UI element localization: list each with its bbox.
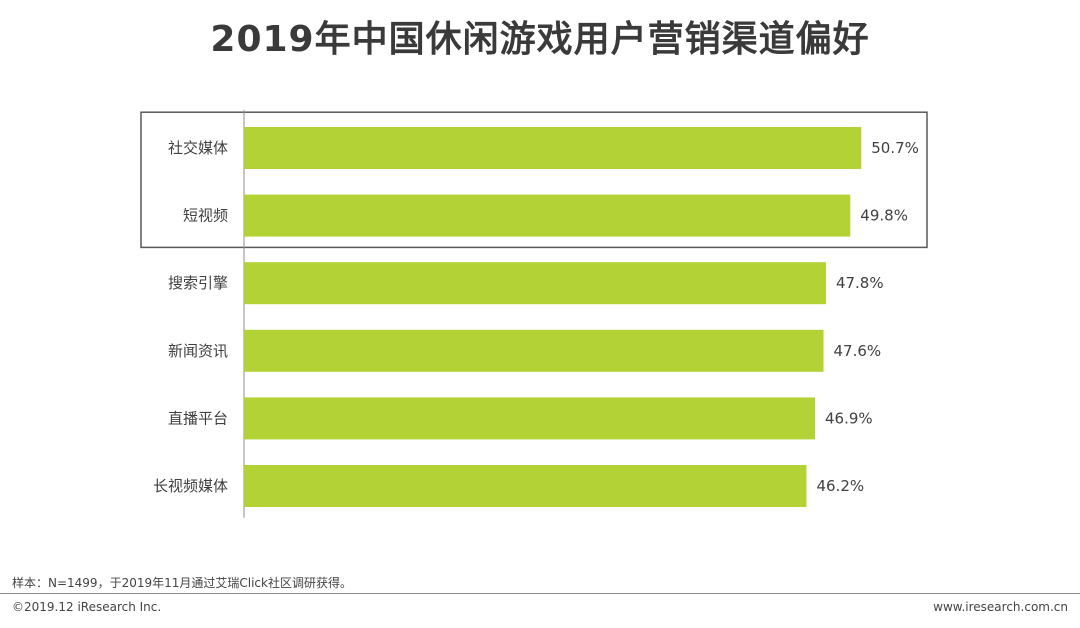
bar-1 xyxy=(244,127,862,169)
sample-note: 样本：N=1499，于2019年11月通过艾瑞Click社区调研获得。 xyxy=(12,576,352,590)
highlight-box xyxy=(140,111,928,249)
bar-3 xyxy=(244,262,826,305)
footer-divider xyxy=(0,593,1080,594)
value-label-4: 47.6% xyxy=(834,342,882,360)
bar-2 xyxy=(244,194,851,237)
category-label-3: 搜索引擎 xyxy=(168,274,228,292)
value-label-1: 50.7% xyxy=(871,139,919,157)
website-link[interactable]: www.iresearch.com.cn xyxy=(933,600,1068,614)
category-label-4: 新闻资讯 xyxy=(168,342,228,360)
value-label-3: 47.8% xyxy=(836,274,884,292)
chart-title: 2019年中国休闲游戏用户营销渠道偏好 xyxy=(210,19,870,60)
bar-4 xyxy=(244,329,824,372)
bar-5 xyxy=(244,397,815,440)
category-label-2: 短视频 xyxy=(183,207,228,225)
value-label-6: 46.2% xyxy=(816,477,864,495)
value-label-5: 46.9% xyxy=(825,409,873,427)
copyright-text: ©2019.12 iResearch Inc. xyxy=(12,600,162,614)
category-label-1: 社交媒体 xyxy=(168,139,228,157)
value-label-2: 49.8% xyxy=(860,207,908,225)
bar-6 xyxy=(244,465,807,507)
category-label-6: 长视频媒体 xyxy=(153,477,228,495)
category-label-5: 直播平台 xyxy=(168,409,228,427)
